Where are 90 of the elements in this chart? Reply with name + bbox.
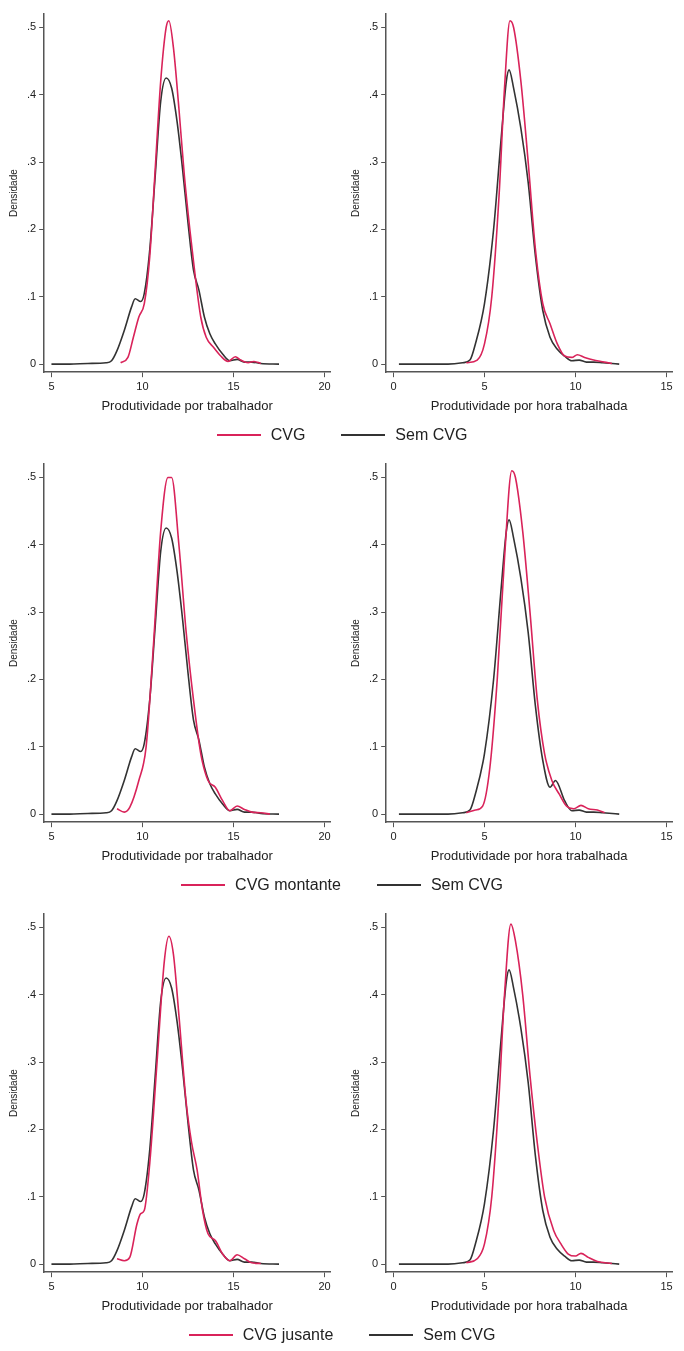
line-series bbox=[398, 969, 620, 1265]
y-tick-label: 0 bbox=[372, 357, 379, 370]
line-series bbox=[116, 476, 271, 815]
line-series bbox=[398, 519, 620, 815]
y-tick-label: .2 bbox=[368, 1122, 379, 1135]
x-tick-label: 20 bbox=[318, 379, 331, 392]
x-tick-label: 0 bbox=[390, 829, 397, 842]
y-axis-title: Densidade bbox=[7, 618, 19, 668]
line-series bbox=[116, 935, 262, 1265]
x-tick-label: 15 bbox=[660, 1279, 673, 1292]
line-series bbox=[465, 469, 606, 814]
y-tick-label: .1 bbox=[26, 1189, 37, 1202]
y-tick-label: .5 bbox=[26, 920, 37, 933]
y-tick-label: .4 bbox=[26, 87, 37, 100]
x-tick-label: 10 bbox=[136, 379, 149, 392]
x-tick-label: 5 bbox=[48, 379, 55, 392]
line-series bbox=[398, 69, 620, 365]
x-tick-label: 5 bbox=[481, 829, 488, 842]
legend-label: CVG bbox=[270, 426, 306, 444]
y-tick-label: .4 bbox=[368, 537, 379, 550]
x-tick-label: 5 bbox=[48, 1279, 55, 1292]
x-tick-label: 10 bbox=[136, 829, 149, 842]
x-tick-label: 20 bbox=[318, 1279, 331, 1292]
y-tick-label: .3 bbox=[368, 155, 379, 168]
y-tick-label: 0 bbox=[372, 1257, 379, 1270]
y-tick-label: .4 bbox=[368, 987, 379, 1000]
y-tick-label: .3 bbox=[368, 1055, 379, 1068]
y-tick-label: .4 bbox=[368, 87, 379, 100]
legend-label: Sem CVG bbox=[430, 876, 503, 894]
x-tick-label: 15 bbox=[227, 379, 240, 392]
x-tick-label: 0 bbox=[390, 1279, 397, 1292]
x-tick-label: 10 bbox=[569, 829, 582, 842]
x-axis-title: Produtividade por trabalhador bbox=[101, 847, 274, 863]
y-tick-label: .5 bbox=[368, 470, 379, 483]
x-axis-title: Produtividade por hora trabalhada bbox=[430, 847, 629, 863]
y-axis-title: Densidade bbox=[7, 168, 19, 218]
line-series bbox=[50, 977, 280, 1265]
legend-label: CVG montante bbox=[235, 876, 341, 894]
y-tick-label: .3 bbox=[368, 605, 379, 618]
x-axis-title: Produtividade por hora trabalhada bbox=[430, 1297, 629, 1313]
y-tick-label: .4 bbox=[26, 537, 37, 550]
y-tick-label: .5 bbox=[26, 470, 37, 483]
y-axis-title: Densidade bbox=[349, 618, 361, 668]
x-tick-label: 15 bbox=[660, 379, 673, 392]
y-tick-label: .3 bbox=[26, 605, 37, 618]
y-tick-label: .5 bbox=[368, 20, 379, 33]
x-tick-label: 5 bbox=[481, 379, 488, 392]
y-tick-label: .2 bbox=[368, 222, 379, 235]
x-tick-label: 10 bbox=[136, 1279, 149, 1292]
y-tick-label: 0 bbox=[372, 807, 379, 820]
y-axis-title: Densidade bbox=[349, 168, 361, 218]
y-tick-label: .3 bbox=[26, 155, 37, 168]
x-tick-label: 10 bbox=[569, 379, 582, 392]
x-tick-label: 5 bbox=[48, 829, 55, 842]
y-tick-label: .2 bbox=[26, 1122, 37, 1135]
y-tick-label: .3 bbox=[26, 1055, 37, 1068]
y-tick-label: .1 bbox=[26, 289, 37, 302]
line-series bbox=[50, 77, 280, 365]
line-series bbox=[119, 19, 262, 365]
y-tick-label: .2 bbox=[26, 672, 37, 685]
y-tick-label: .5 bbox=[368, 920, 379, 933]
y-tick-label: .2 bbox=[368, 672, 379, 685]
y-tick-label: .2 bbox=[26, 222, 37, 235]
x-tick-label: 15 bbox=[660, 829, 673, 842]
line-series bbox=[465, 19, 613, 365]
x-tick-label: 15 bbox=[227, 1279, 240, 1292]
legend-label: Sem CVG bbox=[395, 426, 468, 444]
y-tick-label: 0 bbox=[30, 807, 37, 820]
y-axis-title: Densidade bbox=[7, 1068, 19, 1118]
x-axis-title: Produtividade por hora trabalhada bbox=[430, 397, 629, 413]
x-tick-label: 0 bbox=[390, 379, 397, 392]
y-tick-label: .1 bbox=[26, 739, 37, 752]
x-tick-label: 15 bbox=[227, 829, 240, 842]
x-tick-label: 5 bbox=[481, 1279, 488, 1292]
y-tick-label: .1 bbox=[368, 289, 379, 302]
line-series bbox=[50, 527, 280, 815]
x-tick-label: 20 bbox=[318, 829, 331, 842]
y-tick-label: 0 bbox=[30, 1257, 37, 1270]
x-tick-label: 10 bbox=[569, 1279, 582, 1292]
y-axis-title: Densidade bbox=[349, 1068, 361, 1118]
legend-label: Sem CVG bbox=[423, 1326, 496, 1344]
x-axis-title: Produtividade por trabalhador bbox=[101, 1297, 274, 1313]
x-axis-title: Produtividade por trabalhador bbox=[101, 397, 274, 413]
y-tick-label: .5 bbox=[26, 20, 37, 33]
y-tick-label: .1 bbox=[368, 1189, 379, 1202]
y-tick-label: 0 bbox=[30, 357, 37, 370]
y-tick-label: .4 bbox=[26, 987, 37, 1000]
line-series bbox=[465, 923, 613, 1265]
y-tick-label: .1 bbox=[368, 739, 379, 752]
legend-label: CVG jusante bbox=[242, 1326, 334, 1344]
